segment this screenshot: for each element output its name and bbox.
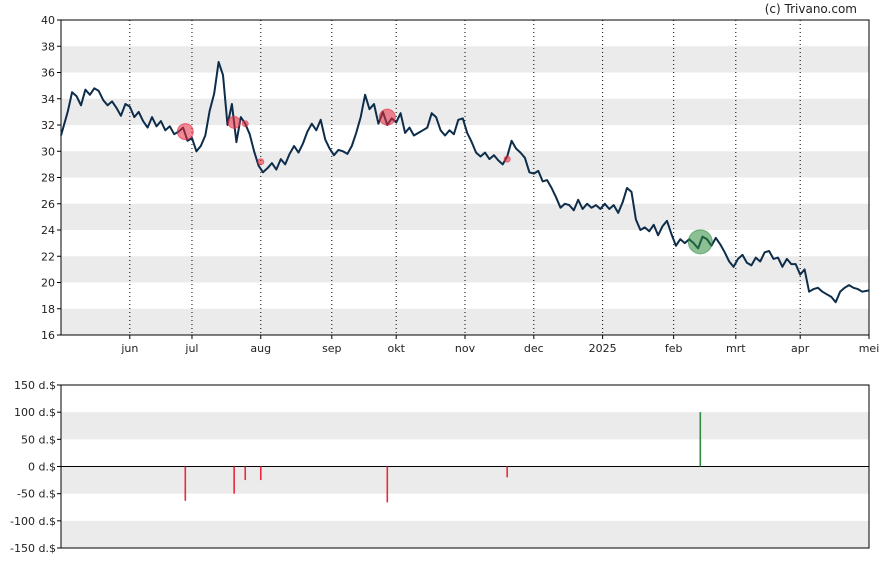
- price-x-tick-label: dec: [524, 342, 544, 355]
- price-y-tick-label: 16: [41, 329, 55, 342]
- price-grid-band: [61, 98, 869, 125]
- price-x-tick-label: apr: [791, 342, 810, 355]
- flow-y-axis: -150 d.$ -100 d.$ -50 d.$ 0 d.$ 50 d.$ 100 d.…: [10, 379, 61, 555]
- price-series-line: [60, 61, 870, 304]
- buy-trade-marker: [687, 229, 713, 255]
- sell-trade-marker: [176, 123, 194, 141]
- price-y-tick-label: 20: [41, 277, 55, 290]
- price-x-tick-label: mrt: [726, 342, 746, 355]
- trade-markers: [176, 108, 713, 255]
- flow-y-tick-label: -100 d.$: [10, 515, 56, 528]
- credit-label: (c) Trivano.com: [765, 2, 857, 16]
- price-y-tick-label: 40: [41, 14, 55, 27]
- price-grid-band: [61, 308, 869, 335]
- price-y-tick-label: 28: [41, 172, 55, 185]
- price-x-tick-label: sep: [322, 342, 341, 355]
- price-grid-bands: [61, 46, 869, 335]
- sell-trade-marker: [503, 155, 511, 163]
- price-y-tick-label: 24: [41, 224, 55, 237]
- price-y-tick-label: 38: [41, 40, 55, 53]
- flow-y-tick-label: 50 d.$: [21, 433, 56, 446]
- price-y-tick-label: 30: [41, 145, 55, 158]
- price-y-tick-label: 22: [41, 250, 55, 263]
- flow-y-tick-label: 100 d.$: [14, 406, 56, 419]
- price-x-tick-label: mei: [859, 342, 880, 355]
- flow-y-tick-label: 150 d.$: [14, 379, 56, 392]
- flow-y-tick-label: 0 d.$: [28, 461, 56, 474]
- flow-grid-bands: [61, 412, 869, 548]
- price-x-tick-label: okt: [387, 342, 405, 355]
- sell-trade-marker: [257, 158, 265, 166]
- price-y-tick-label: 26: [41, 198, 55, 211]
- price-y-axis: 16 18 20 22 24 26 28 30 32 34 36 38 40: [41, 14, 61, 342]
- sell-trade-marker: [378, 108, 396, 126]
- flow-grid-band: [61, 412, 869, 440]
- flow-y-tick-label: -50 d.$: [17, 488, 56, 501]
- sell-trade-marker: [241, 120, 249, 128]
- flow-y-tick-label: -150 d.$: [10, 542, 56, 555]
- price-y-tick-label: 36: [41, 67, 55, 80]
- price-x-tick-label: aug: [250, 342, 271, 355]
- price-x-tick-label: nov: [455, 342, 476, 355]
- price-x-tick-label: jun: [120, 342, 138, 355]
- flow-grid-band: [61, 520, 869, 548]
- price-y-tick-label: 32: [41, 119, 55, 132]
- sell-trade-marker: [227, 115, 241, 129]
- price-x-tick-label: 2025: [589, 342, 617, 355]
- price-y-tick-label: 34: [41, 93, 55, 106]
- price-y-tick-label: 18: [41, 303, 55, 316]
- flow-grid-band: [61, 466, 869, 494]
- flow-bars: [184, 412, 702, 503]
- price-x-tick-label: feb: [665, 342, 683, 355]
- price-x-axis: jun jul aug sep okt nov dec 2025 feb mrt apr mei: [120, 335, 879, 355]
- price-x-tick-label: jul: [184, 342, 198, 355]
